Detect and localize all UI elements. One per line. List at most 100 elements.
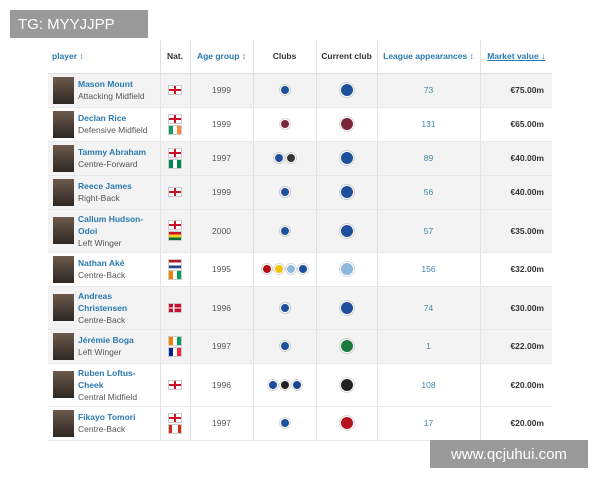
age-group: 1999 <box>190 175 254 210</box>
club-crystal-palace-icon[interactable] <box>291 379 302 390</box>
club-bournemouth-icon[interactable] <box>261 264 272 275</box>
club-west-ham-icon[interactable] <box>339 117 354 131</box>
nationality-cell <box>160 73 191 108</box>
player-cell: Ruben Loftus-Cheek Central Midfield <box>48 363 161 407</box>
club-chelsea-icon[interactable] <box>273 153 284 164</box>
header-nat: Nat. <box>160 40 191 74</box>
player-position: Attacking Midfield <box>78 91 145 101</box>
market-value: €30.00m <box>480 286 552 330</box>
club-west-ham-icon[interactable] <box>279 119 290 130</box>
market-value: €22.00m <box>480 329 552 364</box>
league-appearances-link[interactable]: 17 <box>377 406 481 441</box>
table-row: Andreas Christensen Centre-Back 1996 74 … <box>48 286 552 330</box>
flag-ivory-coast-icon <box>168 335 182 346</box>
league-appearances-link[interactable]: 57 <box>377 209 481 253</box>
player-photo <box>53 178 74 206</box>
age-group: 1997 <box>190 406 254 441</box>
player-name-link[interactable]: Declan Rice <box>78 113 127 123</box>
flag-england-icon <box>168 220 182 230</box>
league-appearances-link[interactable]: 73 <box>377 73 481 108</box>
age-group: 1999 <box>190 107 254 142</box>
league-appearances-link[interactable]: 131 <box>377 107 481 142</box>
player-name-link[interactable]: Fikayo Tomori <box>78 412 136 422</box>
league-appearances-link[interactable]: 89 <box>377 141 481 176</box>
player-position: Centre-Back <box>78 424 126 434</box>
age-group: 1997 <box>190 141 254 176</box>
clubs-cell <box>253 286 317 330</box>
club-chelsea-icon[interactable] <box>297 264 308 275</box>
clubs-cell <box>253 107 317 142</box>
nationality-cell <box>160 286 191 330</box>
player-name-link[interactable]: Nathan Aké <box>78 258 125 268</box>
club-swansea-icon[interactable] <box>285 153 296 164</box>
club-man-city-icon[interactable] <box>339 262 354 276</box>
clubs-cell <box>253 141 317 176</box>
league-appearances-link[interactable]: 1 <box>377 329 481 364</box>
player-cell: Nathan Aké Centre-Back <box>48 252 161 287</box>
flag-france-icon <box>168 346 182 357</box>
club-chelsea-icon[interactable] <box>339 223 354 238</box>
flag-ghana-icon <box>168 231 182 241</box>
club-chelsea-icon[interactable] <box>339 151 354 165</box>
club-ac-milan-icon[interactable] <box>339 416 354 430</box>
header-league-appearances[interactable]: League appearances ↕ <box>377 40 481 74</box>
club-chelsea-icon[interactable] <box>339 185 354 199</box>
player-name-link[interactable]: Reece James <box>78 181 132 191</box>
nationality-cell <box>160 175 191 210</box>
header-age-group[interactable]: Age group ↕ <box>190 40 254 74</box>
club-chelsea-icon[interactable] <box>279 85 290 96</box>
league-appearances-link[interactable]: 74 <box>377 286 481 330</box>
league-appearances-link[interactable]: 56 <box>377 175 481 210</box>
player-position: Left Winger <box>78 237 122 248</box>
flag-england-icon <box>168 379 182 390</box>
nationality-cell <box>160 406 191 441</box>
current-club-cell <box>316 406 378 441</box>
player-name-link[interactable]: Andreas Christensen <box>78 290 128 313</box>
player-cell: Mason Mount Attacking Midfield <box>48 73 161 108</box>
club-fulham-icon[interactable] <box>339 377 354 392</box>
player-photo <box>53 217 74 244</box>
player-position: Centre-Forward <box>78 159 138 169</box>
club-chelsea-icon[interactable] <box>279 341 290 352</box>
club-fulham-icon[interactable] <box>279 379 290 390</box>
player-photo <box>53 76 74 104</box>
club-chelsea-icon[interactable] <box>339 300 354 315</box>
flag-nigeria-icon <box>168 158 182 169</box>
player-position: Left Winger <box>78 347 122 357</box>
club-sassuolo-icon[interactable] <box>339 339 354 353</box>
league-appearances-link[interactable]: 108 <box>377 363 481 407</box>
player-cell: Jérémie Boga Left Winger <box>48 329 161 364</box>
player-name-link[interactable]: Mason Mount <box>78 79 133 89</box>
club-watford-icon[interactable] <box>273 264 284 275</box>
nationality-cell <box>160 209 191 253</box>
age-group: 2000 <box>190 209 254 253</box>
player-cell: Fikayo Tomori Centre-Back <box>48 406 161 441</box>
flag-netherlands-icon <box>168 258 182 269</box>
header-player[interactable]: player ↕ <box>48 40 161 74</box>
player-name-link[interactable]: Jérémie Boga <box>78 335 134 345</box>
club-chelsea-icon[interactable] <box>279 187 290 198</box>
club-chelsea-icon[interactable] <box>267 379 278 390</box>
clubs-cell <box>253 252 317 287</box>
player-name-link[interactable]: Callum Hudson-Odoi <box>78 213 144 236</box>
nationality-cell <box>160 363 191 407</box>
club-chelsea-icon[interactable] <box>279 225 290 236</box>
player-cell: Andreas Christensen Centre-Back <box>48 286 161 330</box>
age-group: 1996 <box>190 286 254 330</box>
header-market-value[interactable]: Market value ↓ <box>480 40 552 74</box>
player-name-link[interactable]: Tammy Abraham <box>78 147 147 157</box>
club-chelsea-icon[interactable] <box>279 418 290 429</box>
players-table: player ↕ Nat. Age group ↕ Clubs Current … <box>48 40 552 441</box>
club-chelsea-icon[interactable] <box>279 302 290 313</box>
market-value: €75.00m <box>480 73 552 108</box>
table-row: Callum Hudson-Odoi Left Winger 2000 57 €… <box>48 209 552 253</box>
player-name-link[interactable]: Ruben Loftus-Cheek <box>78 367 136 390</box>
market-value: €20.00m <box>480 406 552 441</box>
club-chelsea-icon[interactable] <box>339 83 354 97</box>
table-row: Tammy Abraham Centre-Forward 1997 89 €40… <box>48 141 552 176</box>
club-man-city-icon[interactable] <box>285 264 296 275</box>
clubs-cell <box>253 73 317 108</box>
league-appearances-link[interactable]: 156 <box>377 252 481 287</box>
player-photo <box>53 332 74 360</box>
flag-england-icon <box>168 85 182 95</box>
